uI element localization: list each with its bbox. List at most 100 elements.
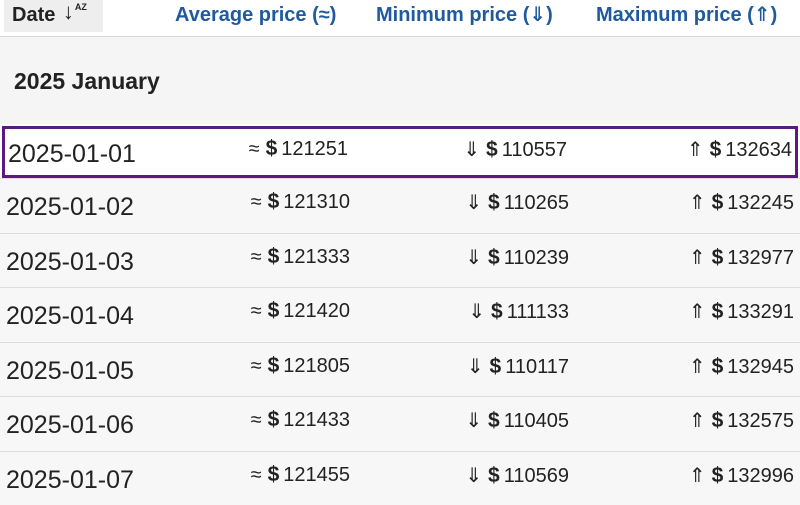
- row-date: 2025-01-02: [6, 193, 134, 222]
- currency-symbol: $: [712, 191, 724, 214]
- minimum-price-cell-value: 110265: [504, 192, 569, 214]
- currency-symbol: $: [268, 408, 280, 431]
- currency-symbol: $: [268, 299, 280, 322]
- approx-icon: ≈: [251, 246, 262, 268]
- table-row[interactable]: 2025-01-04≈$121420⇓$111133⇑$133291: [0, 287, 800, 342]
- table-row[interactable]: 2025-01-07 ≈ $121455 ⇓ $110569 ⇑ $132996: [0, 451, 800, 505]
- maximum-price-cell-value: 133291: [727, 301, 794, 323]
- approx-icon: ≈: [251, 464, 262, 486]
- currency-symbol: $: [268, 463, 280, 486]
- average-price-cell: ≈ $121420: [251, 299, 350, 323]
- minimum-price-cell-value: 110239: [504, 247, 569, 269]
- currency-symbol: $: [268, 190, 280, 213]
- average-price-cell-value: 121433: [283, 409, 350, 431]
- minimum-price-cell: ⇓ $110117: [467, 354, 569, 379]
- maximum-price-cell-value: 132945: [727, 356, 794, 378]
- double-up-arrow-icon: ⇑: [689, 301, 706, 323]
- currency-symbol: $: [488, 246, 500, 269]
- minimum-price-column-header[interactable]: Minimum price (⇓): [376, 0, 553, 32]
- average-price-cell: ≈ $121310: [251, 190, 350, 214]
- table-row[interactable]: 2025-01-05 ≈$121805 ⇓ $110117 ⇑ $132945: [0, 342, 800, 397]
- average-price-cell-value: 121420: [283, 300, 350, 322]
- sort-az-icon[interactable]: ↓ AZ: [63, 0, 85, 26]
- currency-symbol: $: [491, 300, 503, 323]
- minimum-price-cell: ⇓ $110265: [465, 190, 569, 215]
- double-down-arrow-icon: ⇓: [465, 192, 482, 214]
- maximum-price-cell-value: 132245: [727, 192, 794, 214]
- row-date: 2025-01-04: [6, 302, 134, 331]
- maximum-price-cell: ⇑$132575: [689, 408, 794, 433]
- average-price-cell-value: 121310: [283, 191, 350, 213]
- sort-az-letters: AZ: [75, 2, 87, 12]
- approx-icon: ≈: [251, 191, 262, 213]
- double-up-arrow-icon: ⇑: [689, 247, 706, 269]
- average-price-cell-value: 121805: [283, 355, 350, 377]
- maximum-price-cell: ⇑ $132245: [689, 190, 794, 215]
- maximum-price-cell: ⇑ $133291: [689, 299, 794, 324]
- currency-symbol: $: [712, 355, 724, 378]
- double-up-arrow-icon: ⇑: [689, 465, 706, 487]
- double-up-arrow-icon: ⇑: [689, 192, 706, 214]
- table-row[interactable]: 2025-01-03 ≈ $121333 ⇓ $110239 ⇑ $132977: [0, 233, 800, 288]
- month-title: 2025 January: [14, 68, 160, 95]
- currency-symbol: $: [488, 464, 500, 487]
- table-header: Date ↓ AZ Average price (≈) Minimum pric…: [0, 0, 800, 37]
- maximum-price-cell: ⇑ $132996: [689, 463, 794, 488]
- average-price-cell-value: 121333: [283, 246, 350, 268]
- average-price-cell: ≈$121805: [251, 354, 350, 378]
- minimum-price-cell: ⇓ $110239: [465, 245, 569, 270]
- average-price-cell: ≈ $121433: [251, 408, 350, 432]
- minimum-price-cell: ⇓$110557: [463, 137, 567, 162]
- approx-icon: ≈: [249, 138, 260, 160]
- approx-icon: ≈: [251, 300, 262, 322]
- average-price-column-header[interactable]: Average price (≈): [175, 0, 336, 32]
- average-price-cell: ≈ $121333: [251, 245, 350, 269]
- row-date: 2025-01-05: [6, 357, 134, 386]
- row-date: 2025-01-03: [6, 248, 134, 277]
- currency-symbol: $: [712, 300, 724, 323]
- double-down-arrow-icon: ⇓: [463, 139, 480, 161]
- date-column-header[interactable]: Date ↓ AZ: [4, 0, 103, 32]
- minimum-price-cell: ⇓$110405: [465, 408, 569, 433]
- row-date: 2025-01-07: [6, 466, 134, 495]
- approx-icon: ≈: [251, 409, 262, 431]
- currency-symbol: $: [712, 246, 724, 269]
- double-down-arrow-icon: ⇓: [468, 301, 485, 323]
- maximum-price-column-header[interactable]: Maximum price (⇑): [596, 0, 777, 32]
- double-down-arrow-icon: ⇓: [467, 356, 484, 378]
- approx-icon: ≈: [251, 355, 262, 377]
- maximum-price-cell-value: 132996: [727, 465, 794, 487]
- currency-symbol: $: [490, 355, 502, 378]
- month-group-header: 2025 January: [0, 37, 800, 124]
- currency-symbol: $: [266, 137, 278, 160]
- table-row[interactable]: 2025-01-02 ≈ $121310 ⇓ $110265 ⇑ $132245: [0, 178, 800, 233]
- table-row[interactable]: 2025-01-06 ≈ $121433 ⇓$110405 ⇑$132575: [0, 396, 800, 451]
- maximum-price-cell: ⇑ $132977: [689, 245, 794, 270]
- currency-symbol: $: [488, 191, 500, 214]
- currency-symbol: $: [712, 464, 724, 487]
- minimum-price-cell-value: 110117: [505, 356, 569, 378]
- double-down-arrow-icon: ⇓: [465, 465, 482, 487]
- minimum-price-cell: ⇓ $110569: [465, 463, 569, 488]
- row-date: 2025-01-01: [8, 140, 136, 169]
- currency-symbol: $: [710, 138, 722, 161]
- maximum-price-cell: ⇑ $132634: [687, 137, 792, 162]
- table-row-selected[interactable]: 2025-01-01 ≈ $121251 ⇓$110557 ⇑ $132634: [2, 126, 798, 178]
- double-up-arrow-icon: ⇑: [687, 139, 704, 161]
- minimum-price-cell-value: 110569: [504, 465, 569, 487]
- maximum-price-cell-value: 132977: [727, 247, 794, 269]
- date-header-label: Date: [12, 4, 55, 26]
- maximum-price-cell-value: 132634: [725, 139, 792, 161]
- currency-symbol: $: [488, 409, 500, 432]
- average-price-cell-value: 121251: [281, 138, 348, 160]
- double-up-arrow-icon: ⇑: [689, 356, 706, 378]
- row-date: 2025-01-06: [6, 411, 134, 440]
- currency-symbol: $: [712, 409, 724, 432]
- currency-symbol: $: [268, 245, 280, 268]
- maximum-price-cell: ⇑ $132945: [689, 354, 794, 379]
- average-price-cell-value: 121455: [283, 464, 350, 486]
- double-down-arrow-icon: ⇓: [465, 247, 482, 269]
- average-price-cell: ≈ $121455: [251, 463, 350, 487]
- minimum-price-cell-value: 110557: [502, 139, 567, 161]
